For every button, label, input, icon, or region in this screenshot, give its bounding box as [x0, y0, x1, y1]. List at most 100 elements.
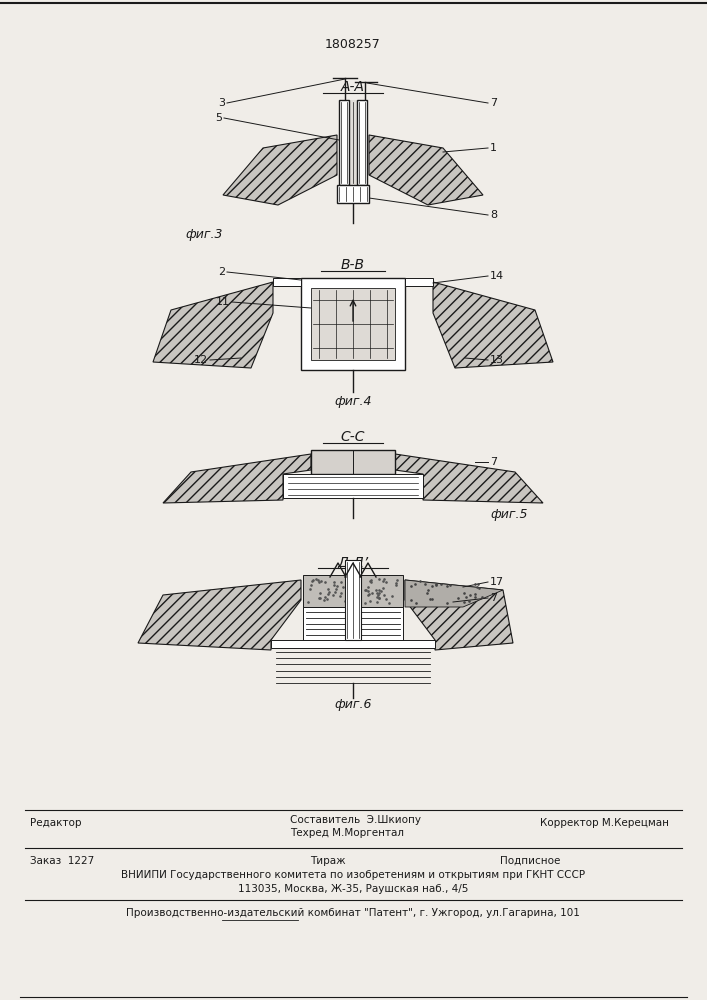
Point — [314, 585, 325, 601]
Point — [469, 586, 481, 602]
Point — [322, 586, 334, 602]
Point — [345, 589, 356, 605]
Text: 17: 17 — [490, 577, 504, 587]
Point — [391, 577, 402, 593]
Point — [459, 585, 470, 601]
Text: 13: 13 — [490, 355, 504, 365]
Point — [341, 581, 353, 597]
Point — [322, 581, 334, 597]
Point — [409, 576, 421, 592]
Point — [307, 573, 318, 589]
Point — [360, 582, 371, 598]
Point — [372, 585, 383, 601]
Point — [380, 574, 391, 590]
Point — [426, 591, 438, 607]
Text: 7: 7 — [490, 457, 497, 467]
Point — [373, 587, 384, 603]
Point — [380, 591, 392, 607]
Polygon shape — [405, 580, 513, 650]
Point — [441, 595, 452, 611]
Point — [335, 585, 346, 601]
Point — [352, 579, 363, 595]
Point — [364, 573, 375, 589]
Bar — [301, 278, 405, 370]
Point — [420, 576, 431, 592]
Text: 8: 8 — [490, 210, 497, 220]
Point — [313, 590, 325, 606]
Point — [344, 595, 355, 611]
Point — [377, 580, 388, 596]
Text: 1808257: 1808257 — [325, 38, 381, 51]
Point — [341, 585, 353, 601]
Polygon shape — [433, 282, 553, 368]
Point — [341, 571, 353, 587]
Point — [339, 593, 350, 609]
Point — [344, 575, 356, 591]
Point — [378, 571, 390, 587]
Point — [469, 589, 481, 605]
Text: Составитель  Э.Шкиопу: Составитель Э.Шкиопу — [290, 815, 421, 825]
Point — [373, 571, 385, 587]
Polygon shape — [395, 454, 543, 503]
Point — [430, 577, 441, 593]
Point — [354, 583, 365, 599]
Point — [335, 574, 346, 590]
Point — [464, 587, 476, 603]
Point — [363, 579, 374, 595]
Text: ВНИИПИ Государственного комитета по изобретениям и открытиям при ГКНТ СССР: ВНИИПИ Государственного комитета по изоб… — [121, 870, 585, 880]
Text: 11: 11 — [216, 297, 230, 307]
Point — [359, 595, 370, 611]
Point — [321, 591, 332, 607]
Text: фиг.4: фиг.4 — [334, 395, 372, 408]
Point — [352, 577, 363, 593]
Point — [320, 574, 331, 590]
Text: Редактор: Редактор — [30, 818, 81, 828]
Point — [328, 574, 339, 590]
Point — [366, 574, 377, 590]
Point — [345, 583, 356, 599]
Point — [474, 580, 485, 596]
Point — [458, 594, 469, 610]
Polygon shape — [405, 580, 503, 607]
Polygon shape — [163, 454, 311, 503]
Point — [327, 587, 339, 603]
Point — [330, 581, 341, 597]
Text: 2: 2 — [218, 267, 225, 277]
Point — [424, 591, 436, 607]
Point — [329, 584, 341, 600]
Text: 5: 5 — [215, 113, 222, 123]
Point — [343, 583, 354, 599]
Text: Заказ  1227: Заказ 1227 — [30, 856, 94, 866]
Point — [422, 582, 433, 598]
Text: В-В: В-В — [341, 258, 365, 272]
Point — [323, 584, 334, 600]
Text: 7: 7 — [490, 98, 497, 108]
Text: 1: 1 — [490, 143, 497, 153]
Point — [373, 590, 385, 606]
Point — [302, 594, 313, 610]
Point — [304, 581, 315, 597]
Bar — [303, 607, 403, 640]
Point — [405, 592, 416, 608]
Point — [452, 590, 463, 606]
Point — [366, 572, 377, 588]
Text: фиг.3: фиг.3 — [185, 228, 223, 241]
Bar — [311, 450, 395, 474]
Point — [469, 576, 481, 592]
Polygon shape — [153, 282, 273, 368]
Point — [364, 593, 375, 609]
Text: 3: 3 — [218, 98, 225, 108]
Point — [312, 572, 323, 588]
Point — [426, 578, 438, 594]
Text: 7: 7 — [490, 593, 497, 603]
Point — [313, 574, 325, 590]
Text: Корректор М.Керецман: Корректор М.Керецман — [540, 818, 669, 828]
Point — [477, 589, 488, 605]
Point — [435, 576, 446, 592]
Text: С-С: С-С — [341, 430, 366, 444]
Point — [320, 589, 331, 605]
Point — [363, 583, 374, 599]
Point — [406, 578, 417, 594]
Bar — [345, 560, 361, 640]
Point — [353, 589, 364, 605]
